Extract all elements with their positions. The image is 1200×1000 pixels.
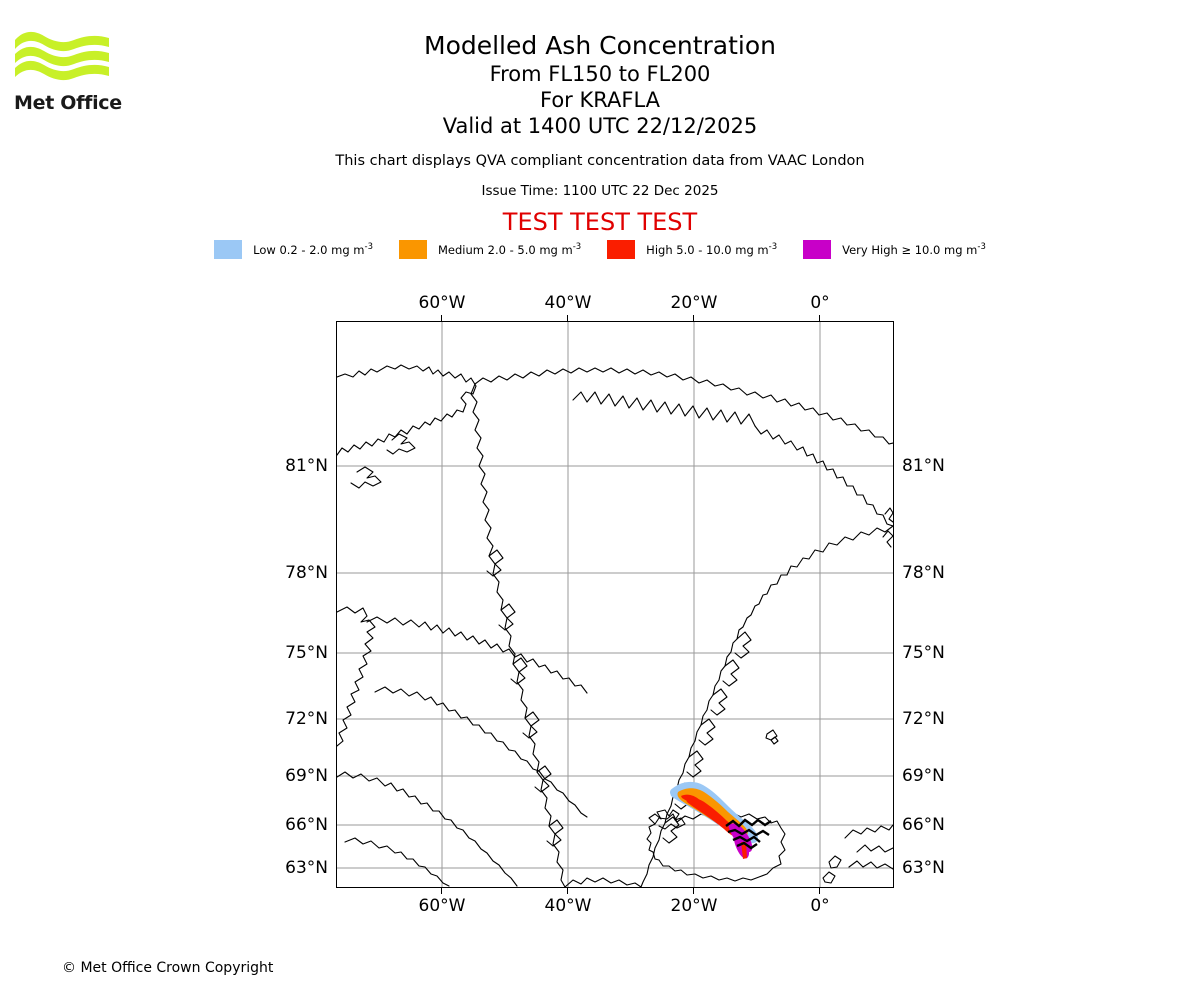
legend-swatch-low <box>214 240 243 259</box>
page-title: Modelled Ash Concentration <box>424 31 776 60</box>
lat-label-right-2: 75°N <box>902 643 945 663</box>
tick-lon-0 <box>441 315 442 321</box>
lat-label-right-3: 72°N <box>902 709 945 729</box>
legend-label-very-high: Very High ≥ 10.0 mg m-3 <box>842 242 986 257</box>
flight-level-subtitle: From FL150 to FL200 <box>489 62 711 86</box>
lat-label-left-0: 81°N <box>285 456 328 476</box>
legend-label-medium: Medium 2.0 - 5.0 mg m-3 <box>437 242 582 257</box>
legend-label-low: Low 0.2 - 2.0 mg m-3 <box>253 242 373 257</box>
tick-lon-b0 <box>441 888 442 894</box>
lat-label-left-2: 75°N <box>285 643 328 663</box>
tick-lon-b1 <box>567 888 568 894</box>
ash-concentration-plume <box>670 781 772 859</box>
issue-time-text: Issue Time: 1100 UTC 22 Dec 2025 <box>481 183 719 199</box>
lon-label-top-0: 60°W <box>418 293 466 313</box>
valid-time-subtitle: Valid at 1400 UTC 22/12/2025 <box>442 114 758 138</box>
tick-lon-2 <box>693 315 694 321</box>
map-plot-frame <box>336 321 894 888</box>
volcano-subtitle: For KRAFLA <box>540 88 660 112</box>
legend-swatch-very-high <box>803 240 832 259</box>
legend-label-high: High 5.0 - 10.0 mg m-3 <box>646 242 778 257</box>
met-office-logo-text: Met Office <box>14 92 122 114</box>
legend-swatch-medium <box>398 240 427 259</box>
tick-lon-3 <box>819 315 820 321</box>
lat-label-left-4: 69°N <box>285 766 328 786</box>
lon-label-top-3: 0° <box>810 293 830 313</box>
plume-high-source-streak <box>741 842 747 859</box>
legend-swatch-high <box>607 240 636 259</box>
lat-label-left-5: 66°N <box>285 815 328 835</box>
lat-label-right-5: 66°N <box>902 815 945 835</box>
tick-lon-b3 <box>819 888 820 894</box>
map-graphic <box>337 322 893 887</box>
lat-label-right-6: 63°N <box>902 858 945 878</box>
tick-lon-b2 <box>693 888 694 894</box>
lon-label-bottom-2: 20°W <box>670 896 718 916</box>
coastline-paths <box>337 364 893 887</box>
lon-label-top-1: 40°W <box>544 293 592 313</box>
qva-compliance-note: This chart displays QVA compliant concen… <box>335 153 865 169</box>
lat-label-right-4: 69°N <box>902 766 945 786</box>
legend-item-low: Low 0.2 - 2.0 mg m-3 <box>214 240 373 259</box>
legend-item-medium: Medium 2.0 - 5.0 mg m-3 <box>398 240 582 259</box>
copyright-text: © Met Office Crown Copyright <box>62 960 274 976</box>
lat-label-left-3: 72°N <box>285 709 328 729</box>
map-container <box>336 315 894 894</box>
plume-high-contour-2 <box>681 794 714 816</box>
lon-label-bottom-3: 0° <box>810 896 830 916</box>
lat-label-left-1: 78°N <box>285 563 328 583</box>
lon-label-bottom-1: 40°W <box>544 896 592 916</box>
legend-item-high: High 5.0 - 10.0 mg m-3 <box>607 240 777 259</box>
met-office-logo: Met Office <box>14 28 124 118</box>
ash-source-marks <box>725 818 772 850</box>
test-banner: TEST TEST TEST <box>502 208 698 236</box>
tick-lon-1 <box>567 315 568 321</box>
lon-label-bottom-0: 60°W <box>418 896 466 916</box>
met-office-wave-mark <box>15 31 109 81</box>
concentration-legend: Low 0.2 - 2.0 mg m-3 Medium 2.0 - 5.0 mg … <box>0 240 1200 259</box>
lat-label-right-1: 78°N <box>902 563 945 583</box>
lat-label-left-6: 63°N <box>285 858 328 878</box>
lat-label-right-0: 81°N <box>902 456 945 476</box>
map-gridlines <box>337 322 893 887</box>
chart-header: Modelled Ash Concentration From FL150 to… <box>0 0 1200 236</box>
legend-item-very-high: Very High ≥ 10.0 mg m-3 <box>803 240 986 259</box>
lon-label-top-2: 20°W <box>670 293 718 313</box>
